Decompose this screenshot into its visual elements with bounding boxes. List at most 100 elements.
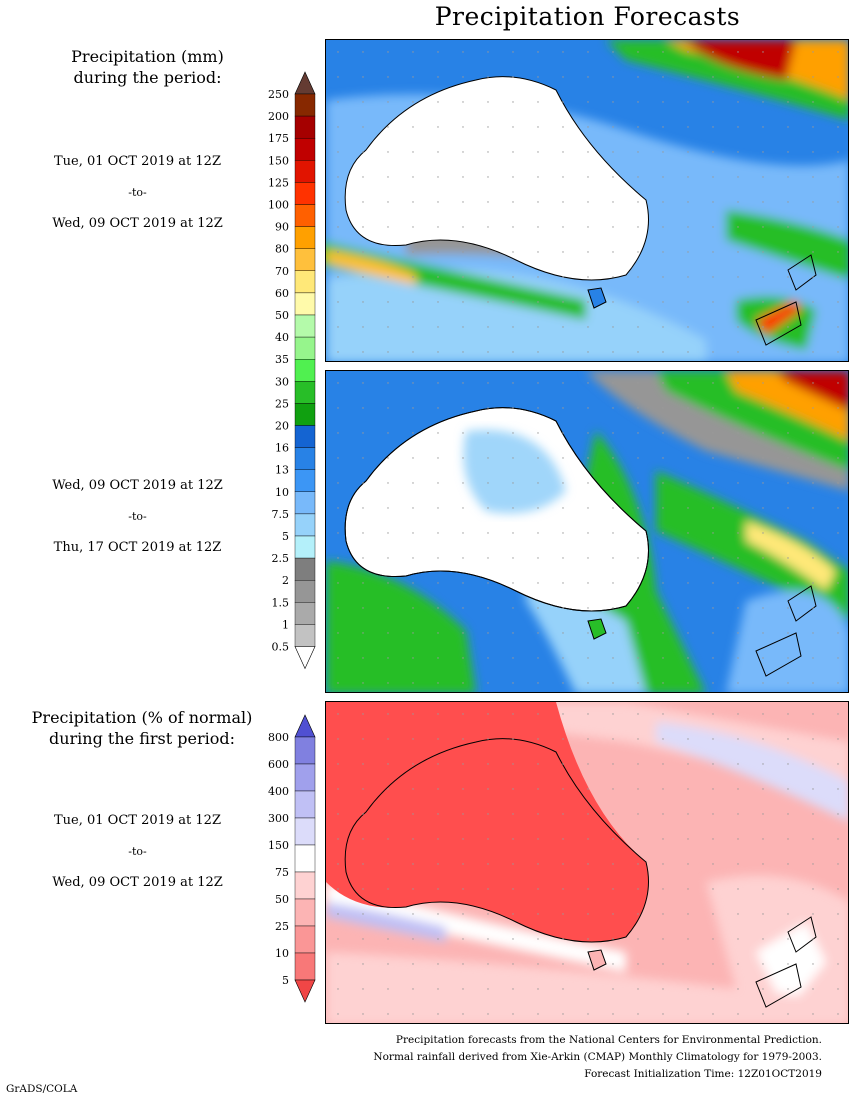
period-2-to: -to-	[128, 510, 147, 523]
amount-colorbar-tick-label: 1.5	[272, 596, 290, 609]
period-2-start: Wed, 09 OCT 2019 at 12Z	[52, 478, 223, 493]
percent-colorbar-tick-label: 400	[268, 785, 289, 798]
percent-colorbar-segment	[294, 925, 316, 954]
amount-colorbar-segment	[294, 115, 316, 139]
amount-colorbar-tick-label: 20	[275, 420, 289, 433]
percent-colorbar-tick-label: 300	[268, 812, 289, 825]
amount-colorbar-tick-label: 175	[268, 132, 289, 145]
amount-legend-title-line-1: Precipitation (mm)	[71, 47, 224, 66]
period-1-end: Wed, 09 OCT 2019 at 12Z	[52, 216, 223, 231]
amount-colorbar-tick-label: 13	[275, 464, 289, 477]
amount-colorbar-segment	[294, 137, 316, 161]
amount-colorbar-segment	[294, 491, 316, 515]
amount-colorbar-tick-label: 125	[268, 176, 289, 189]
amount-colorbar-tick-label: 1	[282, 618, 289, 631]
percent-legend-title-line-1: Precipitation (% of normal)	[31, 708, 253, 727]
percent-colorbar-tick-label: 10	[275, 947, 289, 960]
amount-colorbar-segment	[294, 292, 316, 316]
amount-colorbar-segment	[294, 535, 316, 559]
percent-legend-title: Precipitation (% of normal) during the f…	[12, 707, 272, 749]
percent-colorbar-segment	[294, 790, 316, 819]
percent-colorbar-segment	[294, 763, 316, 792]
amount-colorbar-tick-label: 30	[275, 375, 289, 388]
amount-colorbar-tick-label: 90	[275, 221, 289, 234]
amount-colorbar-tick-label: 40	[275, 331, 289, 344]
amount-colorbar-tick-label: 100	[268, 199, 289, 212]
amount-colorbar-segment	[294, 425, 316, 448]
amount-colorbar-tick-label: 60	[275, 287, 289, 300]
amount-colorbar-segment	[294, 602, 316, 625]
amount-colorbar-cap-top	[294, 71, 316, 95]
amount-colorbar-segment	[294, 226, 316, 249]
amount-colorbar-tick-label: 0.5	[272, 641, 290, 654]
map-panel-period-2	[325, 370, 849, 693]
amount-colorbar-segment	[294, 513, 316, 537]
amount-legend-title: Precipitation (mm) during the period:	[20, 46, 275, 88]
map-panel-percent-of-normal	[325, 701, 849, 1024]
amount-colorbar-segment	[294, 93, 316, 117]
percent-colorbar-tick-label: 5	[282, 974, 289, 987]
amount-colorbar-segment	[294, 248, 316, 271]
amount-colorbar-tick-label: 7.5	[272, 508, 290, 521]
percent-colorbar-segment	[294, 871, 316, 900]
period-2-end: Thu, 17 OCT 2019 at 12Z	[53, 540, 222, 555]
amount-colorbar-segment	[294, 403, 316, 426]
period-3-start: Tue, 01 OCT 2019 at 12Z	[54, 813, 221, 828]
page-title: Precipitation Forecasts	[434, 2, 741, 31]
map-panel-period-1	[325, 39, 849, 362]
percent-colorbar-tick-label: 800	[268, 731, 289, 744]
period-1-dates: Tue, 01 OCT 2019 at 12Z -to- Wed, 09 OCT…	[20, 146, 255, 239]
amount-colorbar-tick-label: 5	[282, 530, 289, 543]
period-2-dates: Wed, 09 OCT 2019 at 12Z -to- Thu, 17 OCT…	[20, 470, 255, 563]
amount-colorbar-tick-label: 16	[275, 442, 289, 455]
period-3-to: -to-	[128, 845, 147, 858]
amount-colorbar-tick-label: 200	[268, 110, 289, 123]
percent-colorbar-segment	[294, 844, 316, 873]
amount-colorbar-cap-bottom	[294, 646, 316, 670]
percent-colorbar-segment	[294, 736, 316, 765]
amount-colorbar-tick-label: 10	[275, 486, 289, 499]
period-3-dates: Tue, 01 OCT 2019 at 12Z -to- Wed, 09 OCT…	[20, 805, 255, 898]
amount-colorbar-segment	[294, 447, 316, 470]
amount-colorbar-segment	[294, 580, 316, 603]
amount-colorbar-segment	[294, 359, 316, 382]
percent-colorbar-segment	[294, 817, 316, 846]
amount-legend-title-line-2: during the period:	[73, 68, 222, 87]
footer-climatology-line: Normal rainfall derived from Xie-Arkin (…	[373, 1051, 822, 1063]
amount-colorbar-segment	[294, 557, 316, 581]
amount-colorbar-segment	[294, 469, 316, 493]
amount-colorbar-tick-label: 80	[275, 243, 289, 256]
amount-colorbar-tick-label: 2	[282, 574, 289, 587]
amount-colorbar-tick-label: 25	[275, 397, 289, 410]
amount-colorbar-segment	[294, 182, 316, 205]
percent-colorbar-cap-bottom	[294, 979, 316, 1003]
amount-colorbar-segment	[294, 381, 316, 404]
amount-colorbar-segment	[294, 160, 316, 183]
period-1-start: Tue, 01 OCT 2019 at 12Z	[54, 154, 221, 169]
amount-colorbar-tick-label: 150	[268, 154, 289, 167]
amount-colorbar-segment	[294, 624, 316, 647]
percent-colorbar: 5 10 25 50 75 150 300 400 600 800	[268, 714, 316, 1003]
amount-colorbar-tick-label: 35	[275, 353, 289, 366]
amount-colorbar-segment	[294, 314, 316, 338]
percent-legend-title-line-2: during the first period:	[48, 729, 236, 748]
amount-colorbar: 0.5 1 1.5 2 2.5 5 7.5 10 13 16 20 25 30 35 40 50 60 70 80 9…	[268, 71, 316, 670]
percent-colorbar-tick-label: 75	[275, 866, 289, 879]
percent-colorbar-tick-label: 50	[275, 893, 289, 906]
percent-colorbar-segment	[294, 898, 316, 927]
amount-colorbar-segment	[294, 270, 316, 294]
percent-colorbar-tick-label: 150	[268, 839, 289, 852]
period-1-to: -to-	[128, 186, 147, 199]
amount-colorbar-tick-label: 2.5	[272, 552, 290, 565]
percent-colorbar-cap-top	[294, 714, 316, 738]
amount-colorbar-segment	[294, 336, 316, 360]
amount-colorbar-tick-label: 70	[275, 265, 289, 278]
footer-source-line: Precipitation forecasts from the Nationa…	[395, 1034, 822, 1046]
percent-colorbar-tick-label: 600	[268, 758, 289, 771]
period-3-end: Wed, 09 OCT 2019 at 12Z	[52, 875, 223, 890]
percent-colorbar-tick-label: 25	[275, 920, 289, 933]
amount-colorbar-segment	[294, 204, 316, 227]
percent-colorbar-segment	[294, 952, 316, 981]
amount-colorbar-tick-label: 50	[275, 309, 289, 322]
footer-init-time-line: Forecast Initialization Time: 12Z01OCT20…	[584, 1068, 822, 1080]
